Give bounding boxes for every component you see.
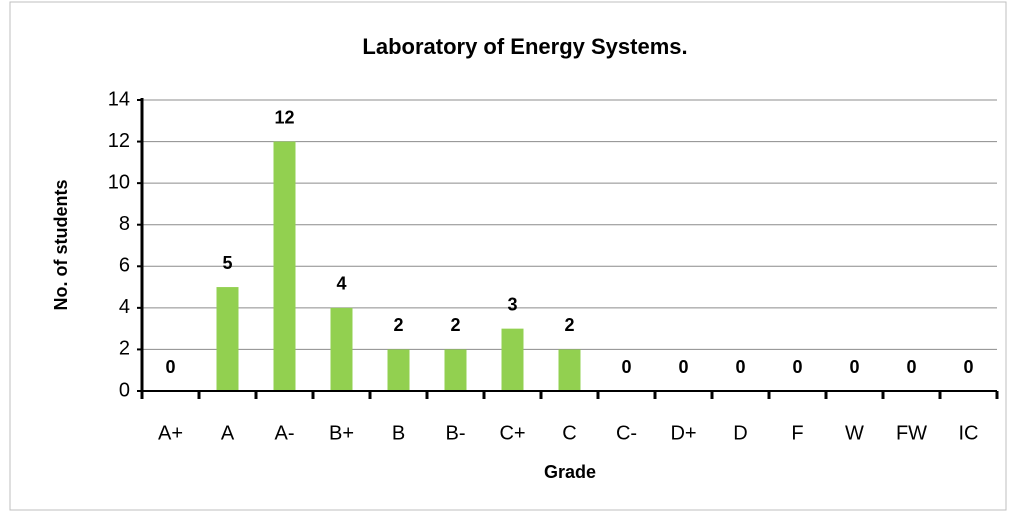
x-tick-label: B [392, 422, 405, 444]
y-tick-label: 6 [119, 255, 130, 277]
x-tick-label: W [845, 422, 864, 444]
x-tick-label: D [733, 422, 747, 444]
chart-border [9, 1, 1007, 511]
bar [501, 328, 524, 391]
x-tick-label: A- [275, 422, 295, 444]
y-axis-label: No. of students [51, 180, 71, 311]
x-tick-label: C- [616, 422, 637, 444]
data-label: 3 [507, 294, 517, 314]
x-tick-label: C+ [499, 422, 525, 444]
x-tick-label: B+ [329, 422, 354, 444]
x-tick-label: IC [959, 422, 979, 444]
data-label: 2 [564, 315, 574, 335]
data-label: 0 [792, 357, 802, 377]
data-label: 2 [393, 315, 403, 335]
bar [330, 307, 353, 391]
bar [273, 141, 296, 391]
y-tick-label: 10 [108, 171, 130, 193]
bar [216, 287, 239, 391]
data-label: 0 [906, 357, 916, 377]
data-label: 0 [678, 357, 688, 377]
x-tick-label: B- [446, 422, 466, 444]
x-tick-label: F [791, 422, 803, 444]
x-tick-label: A+ [158, 422, 183, 444]
bar [558, 349, 581, 391]
data-label: 0 [165, 357, 175, 377]
data-label: 0 [963, 357, 973, 377]
data-label: 0 [621, 357, 631, 377]
x-tick-label: FW [896, 422, 927, 444]
bar [387, 349, 410, 391]
y-tick-label: 14 [108, 88, 130, 110]
x-tick-label: D+ [670, 422, 696, 444]
data-label: 12 [274, 107, 294, 127]
bar [444, 349, 467, 391]
chart-title: Laboratory of Energy Systems. [362, 34, 687, 59]
y-tick-label: 4 [119, 296, 130, 318]
y-tick-label: 0 [119, 379, 130, 401]
data-label: 0 [735, 357, 745, 377]
y-tick-label: 8 [119, 213, 130, 235]
data-label: 2 [450, 315, 460, 335]
data-label: 0 [849, 357, 859, 377]
y-tick-label: 12 [108, 130, 130, 152]
data-label: 4 [336, 274, 346, 294]
x-tick-label: C [562, 422, 576, 444]
x-tick-label: A [221, 422, 235, 444]
x-axis-label: Grade [544, 462, 596, 482]
y-tick-label: 2 [119, 338, 130, 360]
data-label: 5 [222, 253, 232, 273]
